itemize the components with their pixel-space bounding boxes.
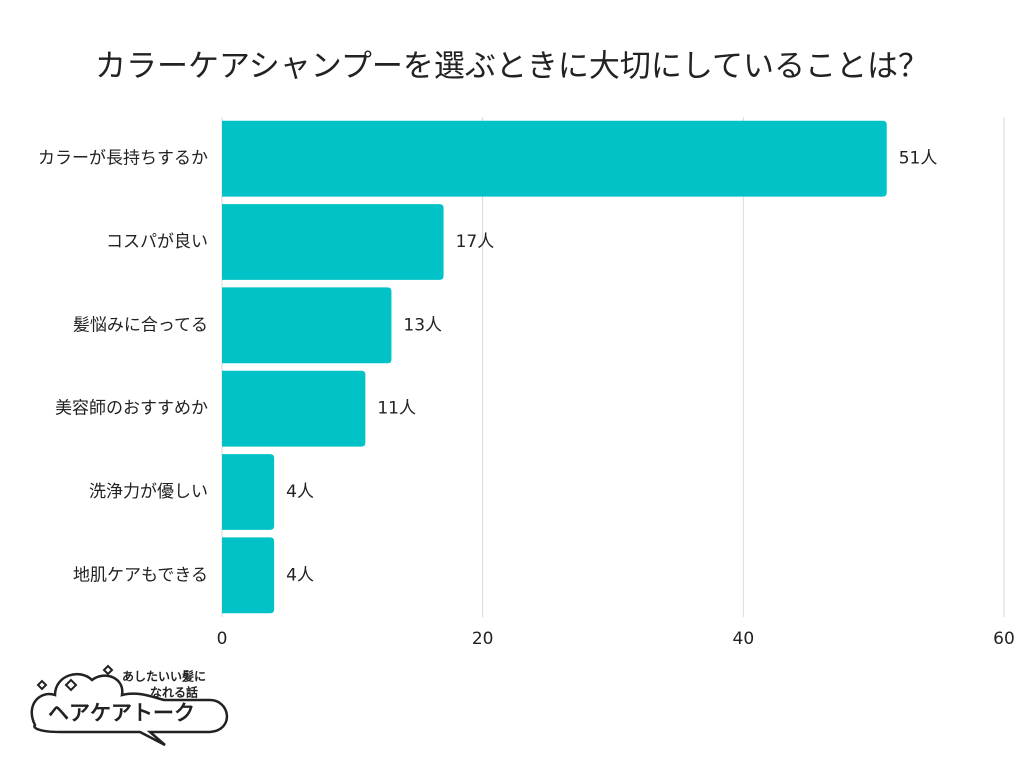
logo: あしたいい髪に なれる話 ヘアケアトーク [30, 664, 229, 747]
y-tick-label: 洗浄力が優しい [89, 482, 208, 502]
y-tick-label: 美容師のおすすめか [55, 399, 208, 419]
bar [222, 120, 887, 197]
x-tick-label: 40 [733, 629, 755, 649]
logo-sparkles [36, 664, 114, 692]
y-tick-label: カラーが長持ちするか [38, 149, 208, 169]
x-tick-label: 0 [217, 629, 228, 649]
bar [222, 287, 392, 364]
value-label: 11人 [377, 399, 416, 419]
value-label: 17人 [456, 232, 495, 252]
y-tick-label: 地肌ケアもできる [73, 565, 208, 585]
logo-tagline: あしたいい髪に [122, 669, 206, 684]
value-label: 4人 [286, 565, 314, 585]
bar [222, 370, 366, 447]
chart-title: カラーケアシャンプーを選ぶときに大切にしていることは？ [95, 49, 929, 85]
y-tick-label: 髪悩みに合ってる [73, 315, 208, 335]
x-tick-label: 60 [993, 629, 1015, 649]
bar [222, 204, 444, 280]
logo-tagline: なれる話 [150, 685, 198, 700]
x-tick-label: 20 [472, 629, 494, 649]
value-label: 4人 [286, 482, 314, 502]
value-label: 13人 [403, 315, 442, 335]
bar [222, 537, 275, 614]
y-tick-label: コスパが良い [106, 232, 208, 252]
value-label: 51人 [899, 149, 938, 169]
logo-name: ヘアケアトーク [48, 701, 195, 725]
bar [222, 454, 275, 530]
logo-outline [30, 672, 229, 747]
